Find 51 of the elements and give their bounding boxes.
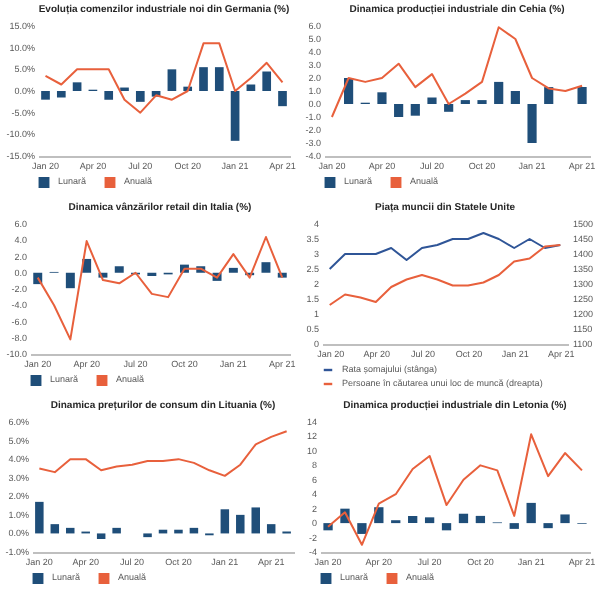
line-series [44,42,284,114]
bar [41,91,50,100]
bar [261,262,271,273]
bar [441,523,452,531]
bar [251,507,260,534]
bar [266,524,276,534]
bar [230,91,240,141]
bar [278,91,287,107]
bar [104,91,114,100]
line-series [330,26,584,118]
bar [199,67,208,91]
bar [135,91,145,102]
bar [114,266,124,273]
bar [424,517,435,524]
line-series [328,232,562,270]
bar [65,272,75,289]
bar [236,514,245,534]
bar [526,502,536,524]
bar [560,514,570,524]
bar [410,104,420,116]
bar [377,92,387,104]
line-series [36,236,284,341]
bar [509,523,519,529]
bar [494,81,504,104]
bar [262,71,272,91]
bar [475,515,486,524]
bar [66,527,75,534]
bar [444,104,454,112]
bar [50,524,60,534]
bar [167,69,177,91]
bar [96,533,106,539]
bar [228,267,238,273]
bar [544,87,554,104]
bar [214,67,224,91]
bar [112,527,121,534]
bar [510,91,520,104]
line-series [38,430,288,477]
line-series [328,244,562,306]
bar [427,97,437,104]
bar [527,104,537,143]
bar [220,509,230,534]
bar [56,91,66,98]
bar [458,513,469,524]
bar [408,515,418,524]
bar [543,523,553,529]
bar [357,523,367,534]
line-series [327,433,583,546]
bar [577,87,587,104]
bar [394,104,404,117]
bar [35,501,44,534]
bar [72,82,82,91]
